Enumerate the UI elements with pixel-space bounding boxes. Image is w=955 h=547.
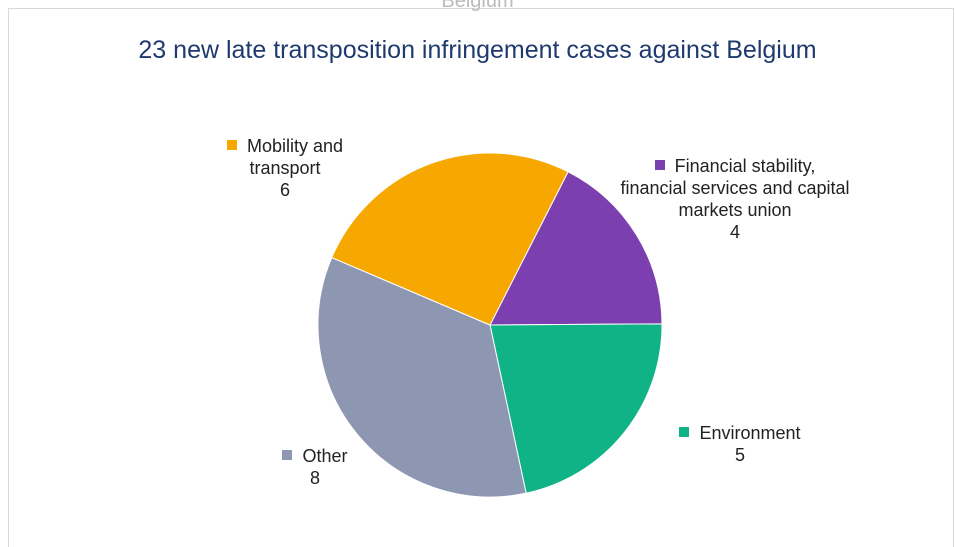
pie-slice bbox=[489, 323, 663, 494]
label-text: Environment bbox=[699, 423, 801, 443]
legend-marker bbox=[679, 427, 690, 437]
data-label: Financial stability, financial services … bbox=[620, 155, 850, 243]
legend-marker bbox=[282, 450, 293, 460]
chart-frame bbox=[8, 8, 954, 547]
top-text: Belgium bbox=[441, 0, 514, 12]
data-label: Environment 5 bbox=[640, 422, 840, 466]
label-category: Financial stability, financial services … bbox=[620, 155, 850, 221]
data-label: Mobility and transport 6 bbox=[190, 135, 380, 201]
label-text: Financial stability, financial services … bbox=[620, 156, 850, 220]
label-text: Other bbox=[302, 446, 348, 466]
label-value: 6 bbox=[279, 180, 290, 200]
legend-marker bbox=[226, 140, 237, 150]
legend-marker bbox=[654, 160, 665, 170]
pie-slice bbox=[317, 256, 527, 498]
label-value: 4 bbox=[729, 222, 740, 242]
label-category: Other bbox=[250, 445, 380, 467]
label-category: Mobility and transport bbox=[190, 135, 380, 179]
chart-title: 23 new late transposition infringement c… bbox=[138, 36, 817, 64]
label-text: Mobility and transport bbox=[246, 136, 344, 178]
pie-slice bbox=[489, 171, 663, 326]
pie-slice bbox=[331, 152, 569, 326]
data-label: Other 8 bbox=[250, 445, 380, 489]
label-value: 5 bbox=[734, 445, 745, 465]
label-value: 8 bbox=[309, 468, 320, 488]
label-category: Environment bbox=[640, 422, 840, 444]
